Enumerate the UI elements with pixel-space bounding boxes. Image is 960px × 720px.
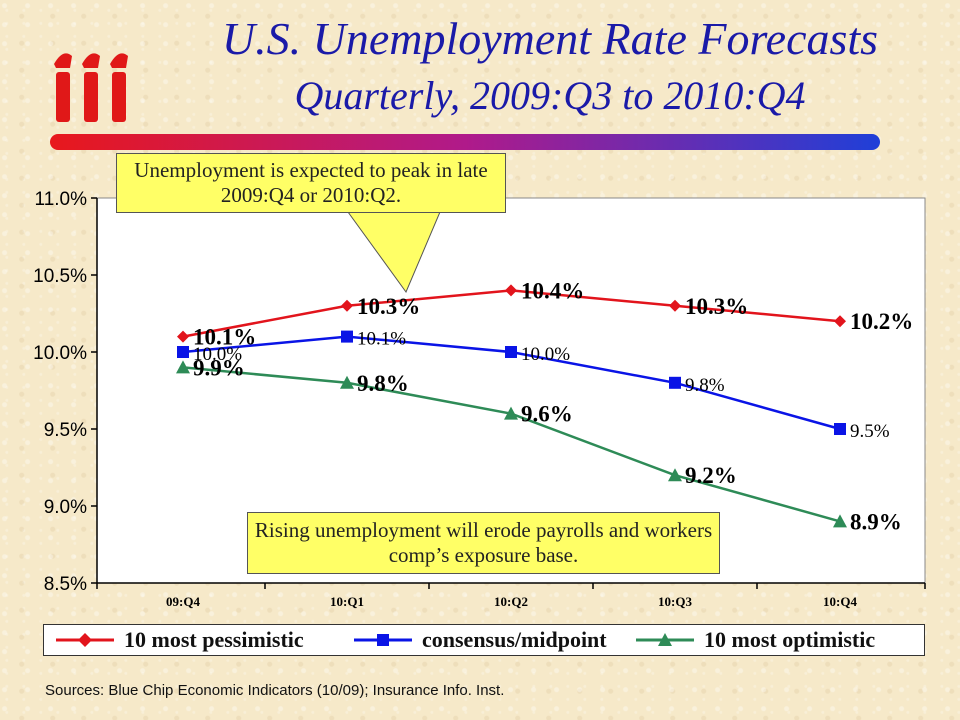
callout-peak: Unemployment is expected to peak in late… [116, 153, 506, 213]
y-tick-label: 10.5% [33, 266, 87, 287]
y-tick-label: 8.5% [44, 574, 87, 595]
page-title: U.S. Unemployment Rate Forecasts [221, 13, 879, 64]
legend-label-consensus: consensus/midpoint [422, 627, 607, 652]
data-label: 10.1% [193, 325, 256, 350]
data-label-layer: 10.1%10.3%10.4%10.3%10.2%10.0%10.1%10.0%… [193, 278, 913, 534]
y-tick-label: 11.0% [35, 189, 88, 210]
legend-marker-diamond [56, 633, 114, 647]
data-point-diamond [177, 330, 189, 343]
data-label: 10.2% [850, 309, 913, 334]
data-point-triangle [340, 375, 354, 389]
data-label: 10.1% [357, 329, 406, 350]
legend-item-pessimistic: 10 most pessimistic [54, 625, 304, 655]
data-label: 9.5% [850, 421, 890, 442]
data-label: 10.3% [357, 294, 420, 319]
data-label: 10.3% [685, 294, 748, 319]
title-underline-bar [50, 134, 880, 150]
x-tick-label: 10:Q2 [494, 594, 528, 609]
legend-item-optimistic: 10 most optimistic [634, 625, 875, 655]
data-point-square [177, 346, 189, 358]
data-label: 9.9% [193, 355, 245, 380]
data-point-square [341, 330, 353, 343]
page-subtitle: Quarterly, 2009:Q3 to 2010:Q4 [294, 73, 806, 118]
data-label: 10.0% [193, 344, 242, 365]
legend-marker-square [354, 634, 412, 646]
data-label: 9.8% [357, 371, 409, 396]
data-point-diamond [834, 315, 846, 328]
data-label: 9.8% [685, 375, 725, 396]
data-point-square [505, 346, 517, 358]
x-tick-label: 09:Q4 [166, 594, 200, 609]
legend-item-consensus: consensus/midpoint [352, 625, 607, 655]
data-label: 8.9% [850, 509, 902, 534]
y-tick-label: 10.0% [33, 343, 87, 364]
data-point-square [834, 423, 846, 435]
chart-legend: 10 most pessimistic consensus/midpoint 1… [43, 624, 925, 656]
data-point-triangle [504, 406, 518, 420]
data-point-triangle [176, 360, 190, 374]
data-label: 9.2% [685, 463, 737, 488]
y-tick-label: 9.5% [44, 420, 87, 441]
legend-marker-triangle [636, 633, 694, 646]
series-layer [176, 284, 847, 528]
data-label: 10.4% [521, 278, 584, 303]
legend-label-pessimistic: 10 most pessimistic [124, 627, 304, 652]
source-note: Sources: Blue Chip Economic Indicators (… [45, 682, 505, 699]
y-tick-label: 9.0% [44, 497, 87, 518]
data-label: 10.0% [521, 344, 570, 365]
callout-payrolls: Rising unemployment will erode payrolls … [247, 512, 720, 574]
iii-logo [54, 53, 128, 122]
data-point-square [669, 376, 681, 389]
x-tick-label: 10:Q1 [330, 594, 364, 609]
y-axis: 8.5% 9.0% 9.5% 10.0% 10.5% 11.0% [33, 189, 98, 595]
x-axis: 09:Q4 10:Q1 10:Q2 10:Q3 10:Q4 [96, 582, 926, 609]
data-point-triangle [833, 514, 847, 528]
data-point-diamond [505, 284, 517, 297]
data-point-triangle [668, 468, 682, 482]
x-tick-label: 10:Q3 [658, 594, 692, 609]
legend-label-optimistic: 10 most optimistic [704, 627, 876, 652]
data-point-diamond [341, 299, 353, 312]
data-point-diamond [669, 299, 681, 312]
data-label: 9.6% [521, 402, 573, 427]
x-tick-label: 10:Q4 [823, 594, 857, 609]
